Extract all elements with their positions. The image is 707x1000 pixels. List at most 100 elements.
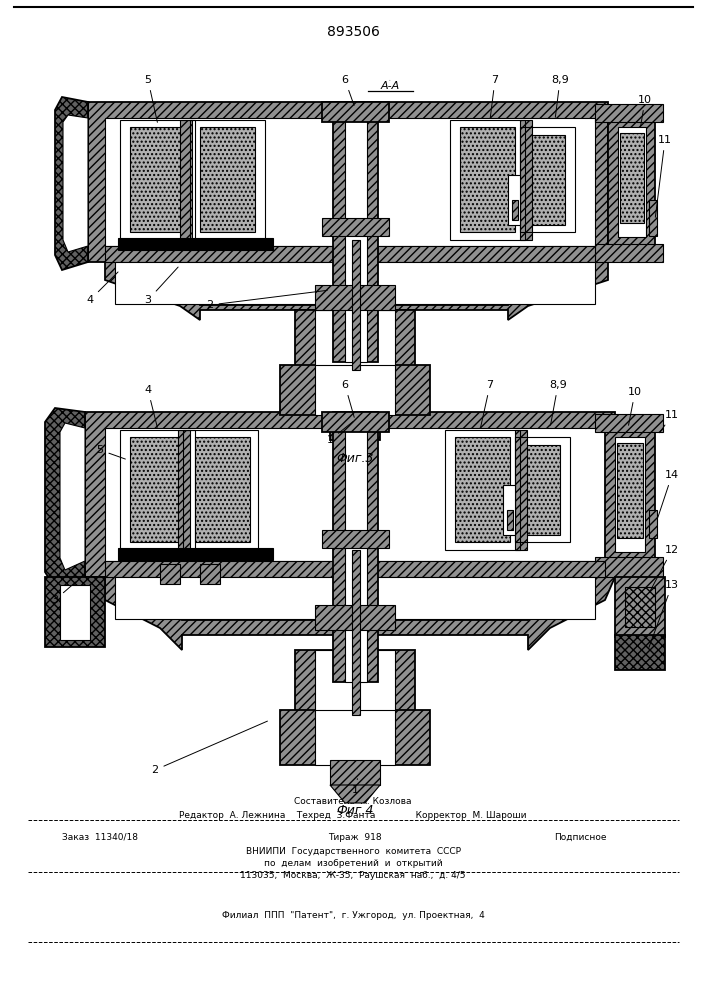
Bar [130,127,185,232]
Bar [315,650,395,715]
Bar [105,428,605,561]
Bar [115,577,595,619]
Bar [345,412,367,682]
Text: 3: 3 [144,267,178,305]
Text: 7: 7 [491,75,498,117]
Bar [512,200,518,220]
Bar [200,127,255,232]
Bar [85,412,615,577]
Bar [120,120,195,240]
Bar [195,437,250,542]
Bar [530,135,565,225]
Bar [315,605,395,630]
Text: 4: 4 [86,272,118,305]
Bar [322,530,389,548]
Text: по  делам  изобретений  и  открытий: по делам изобретений и открытий [264,859,443,868]
Bar [315,310,395,370]
Text: 3: 3 [52,582,76,605]
Bar [322,102,389,122]
Bar [180,120,192,240]
Bar [280,365,430,415]
Bar [88,102,608,262]
Text: 13: 13 [649,580,679,647]
Text: 6: 6 [341,380,354,417]
Text: ВНИИПИ  Государственного  комитета  СССР: ВНИИПИ Государственного комитета СССР [245,848,460,856]
Bar [595,414,663,432]
Text: Тираж  918: Тираж 918 [328,832,382,842]
Text: Филиал  ППП  "Патент",  г. Ужгород,  ул. Проектная,  4: Филиал ППП "Патент", г. Ужгород, ул. Про… [221,910,484,920]
Bar [105,561,605,577]
Text: 14: 14 [658,470,679,517]
Bar [503,485,515,535]
Bar [352,550,360,715]
Bar [118,548,273,560]
Bar [507,510,513,530]
Bar [649,200,657,236]
Bar [315,710,395,765]
Text: Редактор  А. Лежнина    Техред  З.Фанта              Корректор  М. Шароши: Редактор А. Лежнина Техред З.Фанта Корре… [180,810,527,820]
Bar [160,564,180,584]
Text: 1: 1 [351,779,358,795]
Text: 11: 11 [655,135,672,217]
Bar [178,430,190,550]
Polygon shape [63,115,88,252]
Bar [130,437,185,542]
Polygon shape [330,785,380,803]
Bar [295,650,415,715]
Text: 5: 5 [144,75,158,122]
Text: Составитель  А. Козлова: Составитель А. Козлова [294,798,411,806]
Bar [322,218,389,236]
Text: 10: 10 [628,387,642,425]
Text: 8,9: 8,9 [549,380,567,425]
Bar [460,127,515,232]
Text: 113035,  Москва,  Ж-35,  Раушская  наб.,  д. 4/5: 113035, Москва, Ж-35, Раушская наб., д. … [240,871,466,880]
Bar [520,127,575,232]
Bar [615,437,645,552]
Polygon shape [55,97,88,270]
Bar [330,760,380,785]
Text: 1: 1 [327,422,353,445]
Text: 4: 4 [144,385,158,427]
Bar [605,428,655,561]
Text: 2: 2 [151,721,267,775]
Bar [105,118,595,246]
Bar [333,102,378,362]
Bar [330,410,380,440]
Bar [322,412,389,432]
Text: Фиг.3: Фиг.3 [337,452,374,464]
Bar [649,510,657,538]
Text: Фиг.4: Фиг.4 [337,804,374,816]
Bar [345,102,367,362]
Bar [190,120,265,240]
Bar [295,310,415,370]
Bar [118,238,273,250]
Polygon shape [60,423,85,570]
Bar [508,175,520,225]
Bar [595,104,663,122]
Bar [445,430,520,550]
Bar [520,120,532,240]
Bar [105,246,595,262]
Bar [333,412,378,682]
Bar [455,437,510,542]
Polygon shape [45,408,85,588]
Text: Заказ  11340/18: Заказ 11340/18 [62,832,138,842]
Bar [595,557,663,577]
Bar [618,127,646,237]
Text: А-А: А-А [389,79,391,81]
Bar [183,430,258,550]
Text: 7: 7 [481,380,493,427]
Bar [525,445,560,535]
Bar [625,587,655,627]
Bar [315,285,395,310]
Bar [595,244,663,262]
Bar [200,564,220,584]
Text: 8,9: 8,9 [551,75,569,117]
Text: Подписное: Подписное [554,832,606,842]
Bar [45,577,105,647]
Bar [620,133,644,223]
Polygon shape [105,577,615,650]
Bar [315,365,395,415]
Bar [515,430,527,550]
Text: 12: 12 [649,545,679,593]
